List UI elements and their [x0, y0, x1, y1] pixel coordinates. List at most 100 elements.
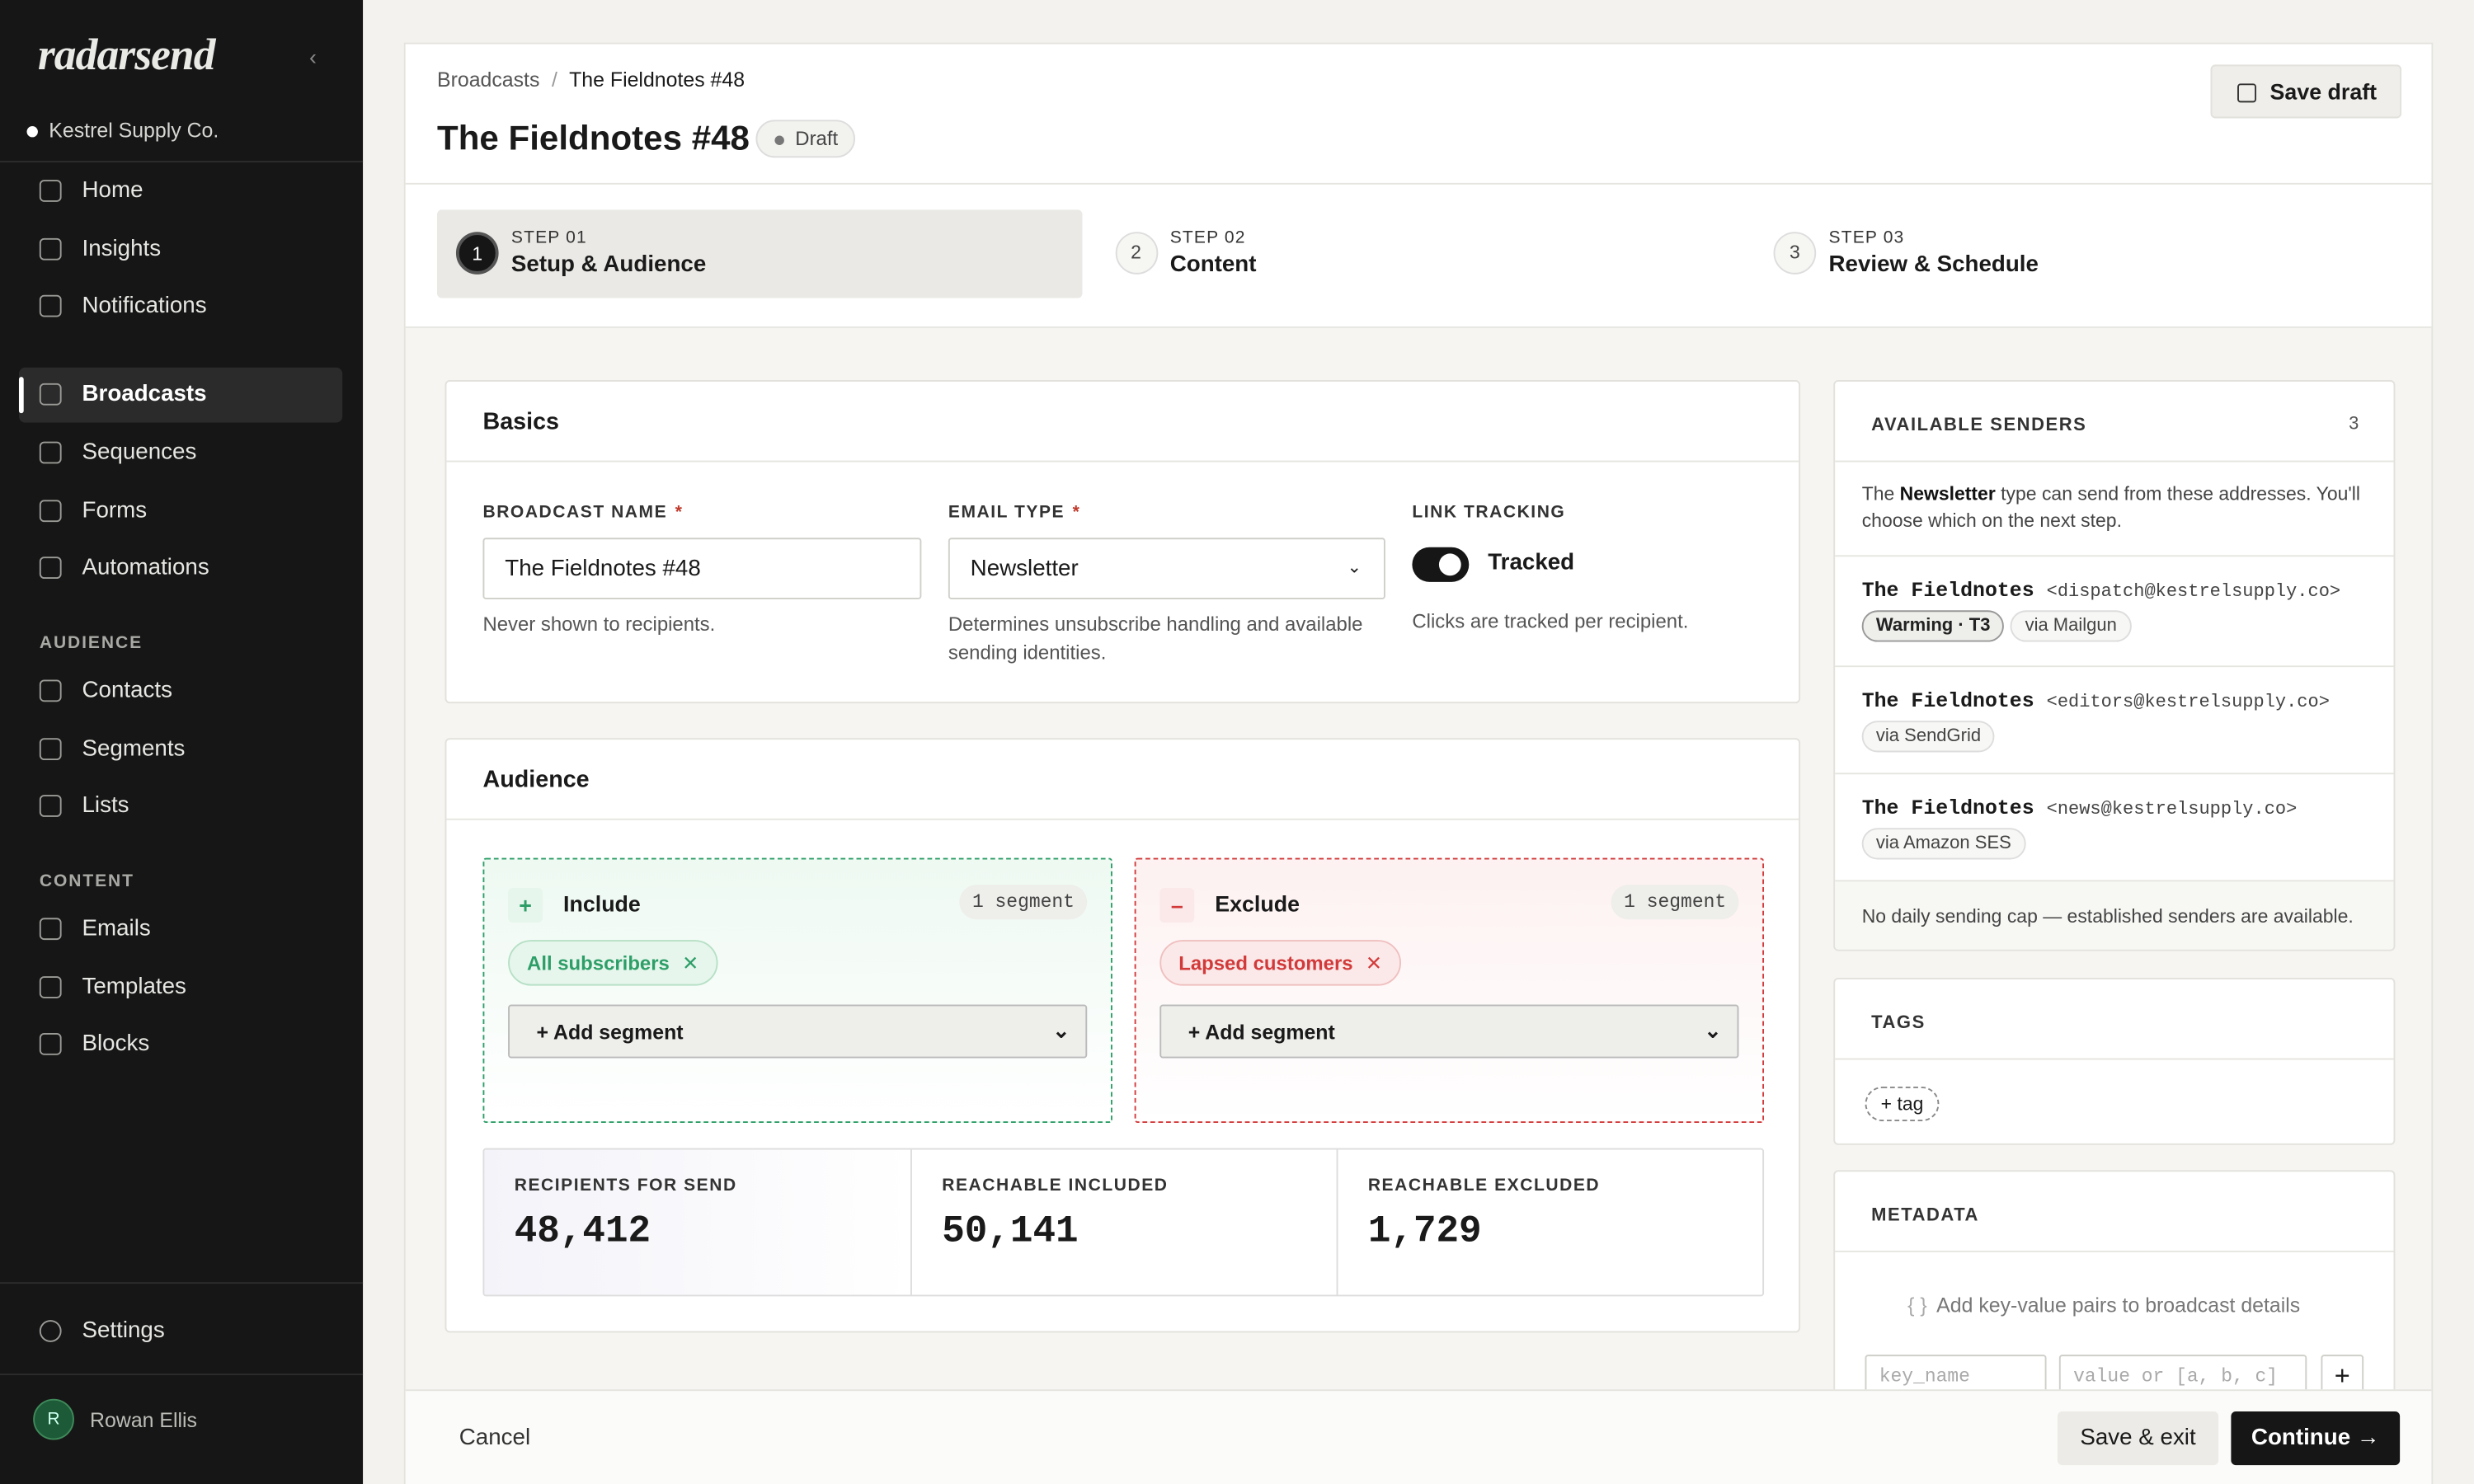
nav-item[interactable]: Templates — [19, 960, 342, 1015]
nav-item[interactable]: Sequences — [19, 425, 342, 481]
required-mark: * — [675, 503, 684, 523]
sender-tag: Warming · T3 — [1861, 610, 2005, 642]
required-mark: * — [1072, 503, 1081, 523]
sender-address: <dispatch@kestrelsupply.co> — [2046, 581, 2341, 603]
nav-icon — [39, 1320, 62, 1342]
text-strong: Newsletter — [1899, 482, 1996, 505]
nav-item[interactable]: Automations — [19, 541, 342, 596]
nav-item[interactable]: Notifications — [19, 279, 342, 335]
segment-count: 1 segment — [959, 885, 1088, 920]
step-number: 2 — [1114, 232, 1158, 275]
step[interactable]: 1 STEP 01 Setup & Audience — [436, 209, 1083, 298]
step[interactable]: 3 STEP 03 Review & Schedule — [1755, 209, 2401, 298]
field-label: EMAIL TYPE * — [948, 503, 1081, 522]
workspace[interactable]: Kestrel Supply Co. — [49, 118, 219, 143]
email-type-select[interactable]: Newsletter ⌄ — [948, 538, 1385, 599]
nav-label: Contacts — [82, 678, 172, 704]
save-exit-button[interactable]: Save & exit — [2057, 1411, 2219, 1466]
nav-label: Blocks — [82, 1031, 150, 1058]
help-text: Never shown to recipients. — [482, 613, 716, 636]
exclude-group: – Exclude 1 segment Lapsed customers ✕ + … — [1134, 857, 1765, 1123]
add-tag-button[interactable]: + tag — [1865, 1086, 1940, 1122]
brand[interactable]: radarsend — [37, 31, 216, 81]
select-value: Newsletter — [970, 556, 1079, 582]
step-title: Content — [1169, 252, 1257, 278]
sender[interactable]: The Fieldnotes <news@kestrelsupply.co> vi… — [1835, 773, 2394, 883]
footer-bar: Cancel Save & exit Continue → — [405, 1389, 2432, 1484]
segment-chip: All subscribers ✕ — [508, 940, 718, 986]
sender-line: The Fieldnotes <editors@kestrelsupply.co… — [1862, 689, 2367, 713]
nav-item[interactable]: Settings — [19, 1304, 342, 1360]
nav-item[interactable]: Blocks — [19, 1017, 342, 1073]
user-name[interactable]: Rowan Ellis — [90, 1408, 198, 1432]
button-label: Save draft — [2269, 78, 2378, 105]
add-segment-select[interactable]: + Add segment ⌄ — [1159, 1004, 1739, 1059]
nav-icon — [39, 294, 62, 317]
sender[interactable]: The Fieldnotes <editors@kestrelsupply.co… — [1835, 665, 2394, 773]
stat-value: 50,141 — [942, 1211, 1079, 1254]
nav-item[interactable]: Home — [19, 164, 342, 219]
breadcrumb-link[interactable]: Broadcasts — [436, 68, 540, 92]
step-number: 3 — [1773, 232, 1817, 275]
chip-label: Lapsed customers — [1178, 952, 1353, 975]
card-title: TAGS — [1835, 979, 2394, 1060]
sender-name: The Fieldnotes — [1861, 579, 2034, 603]
nav-item[interactable]: Lists — [19, 779, 342, 834]
remove-chip[interactable]: ✕ — [1365, 952, 1382, 975]
remove-chip[interactable]: ✕ — [682, 952, 699, 975]
chip-label: All subscribers — [527, 952, 670, 975]
card-title: Audience — [446, 740, 1799, 820]
sender[interactable]: The Fieldnotes <dispatch@kestrelsupply.c… — [1835, 555, 2394, 665]
card-title: AVAILABLE SENDERS — [1835, 382, 2394, 463]
sender-count: 3 — [2349, 415, 2359, 434]
nav-label: Home — [82, 178, 143, 204]
breadcrumb-sep: / — [552, 68, 557, 92]
collapse-button[interactable]: ‹ — [309, 44, 317, 70]
sender-address: <news@kestrelsupply.co> — [2046, 799, 2298, 820]
include-group: + Include 1 segment All subscribers ✕ + A… — [482, 857, 1112, 1123]
tracking-toggle[interactable] — [1412, 547, 1470, 582]
broadcast-name-input[interactable]: The Fieldnotes #48 — [482, 538, 922, 599]
cancel-button[interactable]: Cancel — [459, 1425, 531, 1451]
step-number: 1 — [455, 232, 499, 275]
field-label: LINK TRACKING — [1412, 503, 1566, 523]
nav-section-title: AUDIENCE — [39, 633, 143, 653]
field-label: BROADCAST NAME * — [482, 503, 683, 522]
nav-label: Templates — [82, 974, 186, 1000]
senders-intro: The Newsletter type can send from these … — [1862, 481, 2375, 534]
segment-chip: Lapsed customers ✕ — [1159, 940, 1401, 986]
add-segment-select[interactable]: + Add segment ⌄ — [508, 1004, 1088, 1059]
nav-item[interactable]: Segments — [19, 721, 342, 777]
nav-item[interactable]: Broadcasts — [18, 367, 343, 423]
nav-icon — [39, 1033, 62, 1056]
nav-label: Sequences — [82, 439, 197, 466]
nav-label: Broadcasts — [82, 381, 207, 407]
nav-icon — [39, 180, 62, 202]
step[interactable]: 2 STEP 02 Content — [1096, 209, 1742, 298]
nav-label: Emails — [82, 916, 151, 942]
sender-line: The Fieldnotes <dispatch@kestrelsupply.c… — [1862, 579, 2367, 603]
step-label: STEP 01 — [510, 228, 587, 248]
nav-item[interactable]: Forms — [19, 484, 342, 539]
braces-icon: { } — [1907, 1293, 1927, 1317]
workspace-dot — [26, 126, 38, 138]
step-label: STEP 03 — [1828, 228, 1905, 248]
stat: REACHABLE EXCLUDED 1,729 — [1336, 1149, 1763, 1295]
nav-label: Lists — [82, 793, 129, 819]
stat: REACHABLE INCLUDED 50,141 — [910, 1149, 1337, 1295]
sender-tag: via Amazon SES — [1861, 828, 2026, 860]
save-draft-button[interactable]: Save draft — [2210, 64, 2402, 119]
avatar[interactable]: R — [33, 1398, 74, 1440]
nav-item[interactable]: Emails — [19, 902, 342, 957]
chevron: ⌄ — [1052, 1018, 1070, 1043]
nav-item[interactable]: Contacts — [19, 664, 342, 719]
group-icon: – — [1159, 887, 1195, 923]
stat: RECIPIENTS FOR SEND 48,412 — [484, 1149, 910, 1295]
sidebar: radarsend ‹ Kestrel Supply Co. Home Insig… — [0, 0, 364, 1484]
nav-item[interactable]: Insights — [19, 223, 342, 278]
sender-tag: via SendGrid — [1861, 721, 1996, 753]
continue-button[interactable]: Continue → — [2231, 1411, 2401, 1466]
nav-label: Insights — [82, 236, 162, 262]
save-icon — [2237, 83, 2257, 103]
